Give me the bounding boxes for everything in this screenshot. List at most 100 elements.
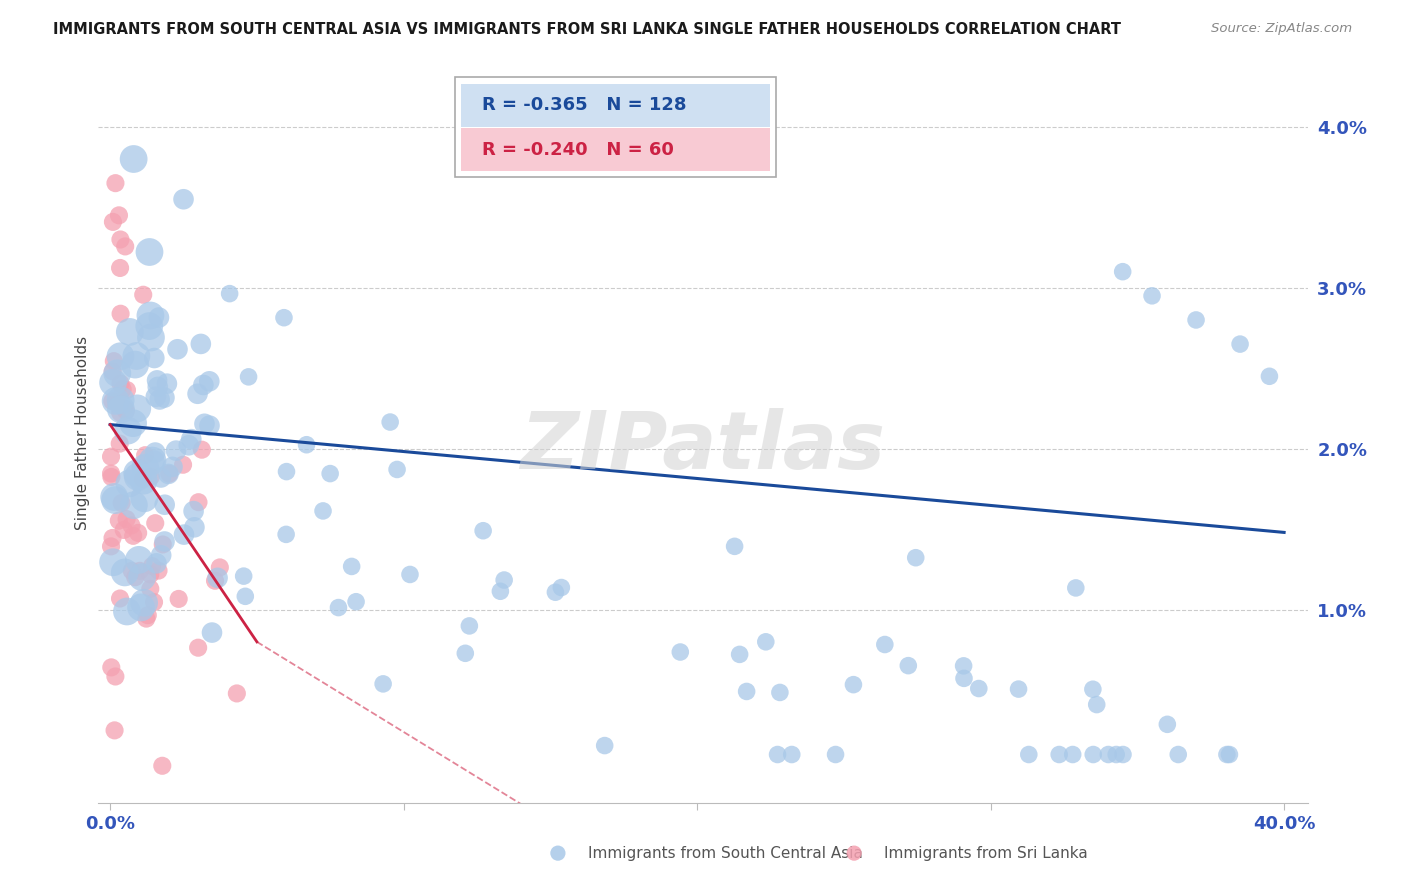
Point (1105, 747, 1128, 762)
Point (100, 467, 122, 481)
Point (122, 416, 145, 430)
Point (328, 600, 350, 615)
Point (139, 330, 162, 344)
Point (1062, 747, 1084, 762)
Point (139, 567, 162, 582)
Point (340, 559, 363, 574)
Point (371, 677, 394, 691)
Point (494, 573, 516, 587)
Point (127, 470, 149, 484)
Point (150, 548, 173, 562)
Point (153, 498, 176, 512)
Point (100, 660, 122, 674)
Point (114, 404, 136, 418)
Point (472, 524, 495, 538)
Point (157, 467, 180, 481)
Point (138, 245, 160, 260)
Point (103, 354, 125, 368)
Point (138, 319, 160, 334)
Y-axis label: Single Father Households: Single Father Households (75, 335, 90, 530)
Point (967, 681, 990, 696)
Point (319, 467, 342, 481)
Point (122, 529, 145, 543)
Point (842, 678, 865, 692)
Point (108, 260, 131, 275)
Point (108, 406, 131, 420)
Point (295, 438, 318, 452)
Point (153, 391, 176, 405)
Point (118, 325, 141, 339)
Point (166, 343, 188, 357)
Text: R = -0.365   N = 128: R = -0.365 N = 128 (482, 95, 686, 113)
FancyBboxPatch shape (461, 128, 769, 171)
Point (143, 453, 166, 467)
Point (131, 570, 153, 584)
Point (208, 560, 231, 574)
Point (134, 491, 156, 506)
Point (104, 176, 127, 190)
Point (276, 465, 298, 479)
Point (143, 595, 166, 609)
Point (385, 462, 408, 476)
Point (1064, 581, 1087, 595)
Point (183, 520, 205, 534)
Point (114, 239, 136, 253)
Point (139, 582, 162, 596)
Point (124, 570, 146, 584)
Point (173, 192, 195, 206)
Point (143, 516, 166, 531)
Point (111, 382, 134, 396)
Point (110, 307, 132, 321)
Point (873, 638, 896, 652)
Point (110, 232, 132, 246)
Point (139, 309, 162, 323)
Point (593, 739, 616, 753)
Point (190, 337, 212, 351)
Point (115, 605, 138, 619)
Point (105, 366, 128, 380)
Point (128, 564, 150, 578)
Point (669, 645, 692, 659)
Text: ZIPatlas: ZIPatlas (520, 409, 886, 486)
Point (218, 286, 240, 301)
Point (198, 418, 221, 433)
Point (121, 564, 143, 578)
Point (1167, 747, 1189, 762)
Point (312, 504, 335, 518)
Point (129, 600, 152, 615)
Point (399, 567, 422, 582)
Point (122, 152, 145, 166)
Point (1229, 337, 1251, 351)
Point (108, 436, 131, 450)
Point (143, 351, 166, 365)
Point (276, 527, 298, 541)
Point (110, 393, 132, 408)
Point (173, 527, 195, 541)
Point (183, 504, 205, 518)
Point (114, 566, 136, 580)
Point (172, 458, 194, 472)
Point (117, 424, 139, 438)
Point (735, 684, 758, 698)
Point (125, 349, 148, 363)
Point (1140, 289, 1163, 303)
Point (134, 460, 156, 475)
FancyBboxPatch shape (461, 84, 769, 127)
Point (225, 686, 247, 700)
Point (115, 512, 138, 526)
Point (118, 476, 141, 491)
Point (146, 373, 169, 387)
Point (150, 758, 173, 772)
Point (110, 376, 132, 391)
Point (180, 432, 202, 446)
Point (141, 453, 163, 467)
Point (198, 374, 221, 388)
Point (152, 537, 174, 551)
Text: R = -0.240   N = 60: R = -0.240 N = 60 (482, 141, 673, 159)
Point (148, 310, 170, 325)
Point (769, 685, 792, 699)
Point (127, 466, 149, 480)
Text: Immigrants from Sri Lanka: Immigrants from Sri Lanka (884, 846, 1088, 861)
Point (897, 658, 920, 673)
Point (128, 553, 150, 567)
